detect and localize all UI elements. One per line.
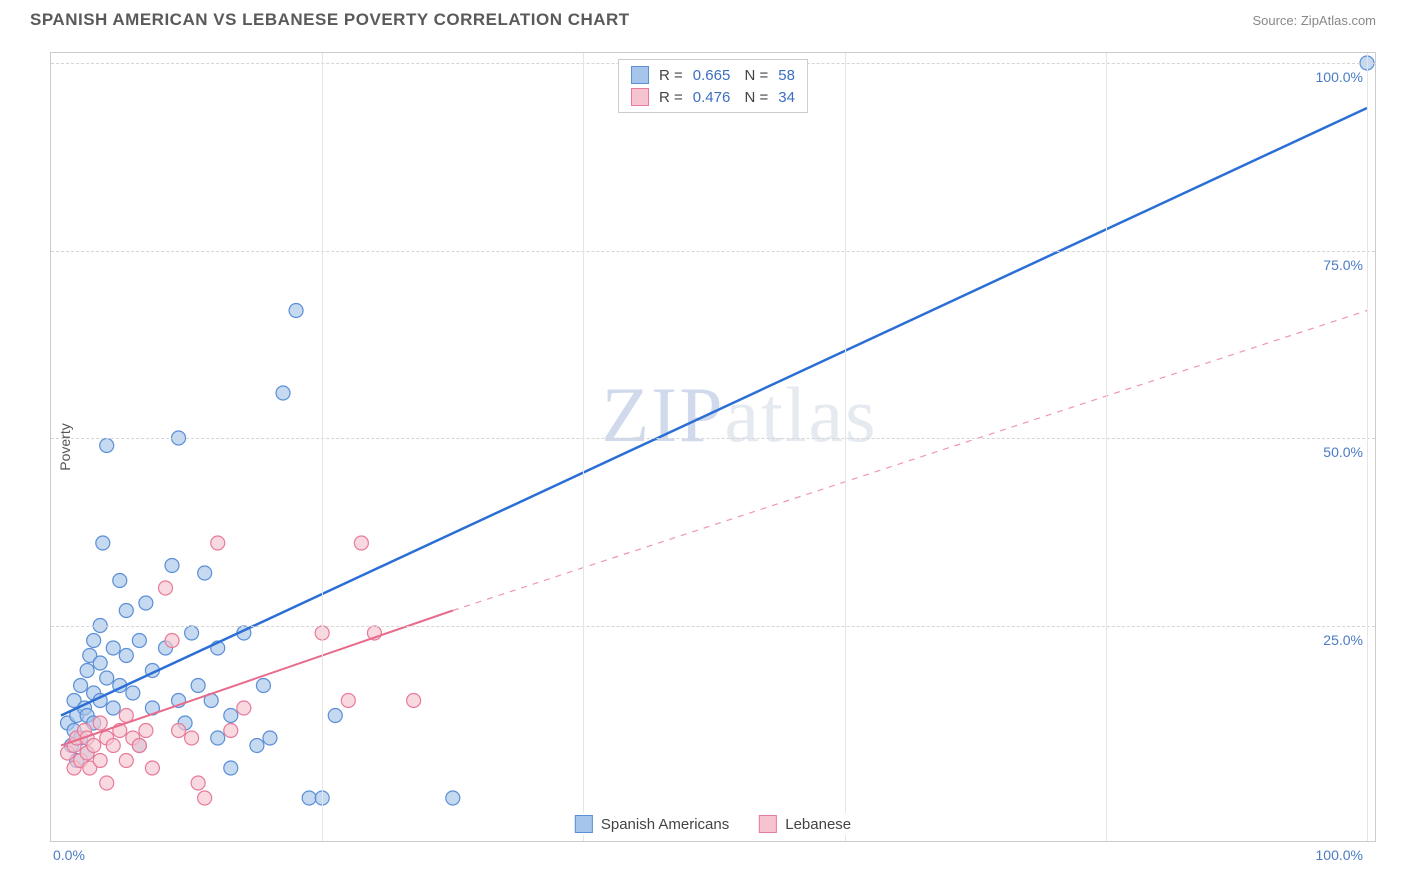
data-point-lebanese — [224, 724, 238, 738]
n-value: 34 — [778, 89, 795, 106]
data-point-spanish — [276, 386, 290, 400]
data-point-lebanese — [172, 724, 186, 738]
data-point-lebanese — [165, 634, 179, 648]
data-point-spanish — [93, 656, 107, 670]
data-point-spanish — [198, 566, 212, 580]
data-point-lebanese — [407, 694, 421, 708]
data-point-spanish — [119, 649, 133, 663]
r-value: 0.476 — [693, 89, 731, 106]
legend-item-lebanese: Lebanese — [759, 815, 851, 833]
data-point-lebanese — [93, 754, 107, 768]
data-point-spanish — [80, 664, 94, 678]
data-point-lebanese — [139, 724, 153, 738]
gridline-h — [51, 251, 1375, 252]
data-point-spanish — [106, 701, 120, 715]
chart-title: SPANISH AMERICAN VS LEBANESE POVERTY COR… — [30, 10, 630, 30]
x-tick-label: 100.0% — [1316, 847, 1363, 863]
data-point-spanish — [113, 574, 127, 588]
data-point-spanish — [224, 709, 238, 723]
data-point-lebanese — [198, 791, 212, 805]
y-tick-label: 75.0% — [1323, 257, 1363, 273]
data-point-lebanese — [106, 739, 120, 753]
data-point-spanish — [139, 596, 153, 610]
data-point-spanish — [263, 731, 277, 745]
stats-row-spanish: R = 0.665 N = 58 — [631, 64, 795, 86]
stats-row-lebanese: R = 0.476 N = 34 — [631, 86, 795, 108]
data-point-lebanese — [100, 776, 114, 790]
swatch-lebanese — [631, 88, 649, 106]
data-point-spanish — [302, 791, 316, 805]
gridline-v — [1367, 53, 1368, 841]
data-point-spanish — [446, 791, 460, 805]
data-point-spanish — [191, 679, 205, 693]
data-point-lebanese — [93, 716, 107, 730]
data-point-lebanese — [145, 761, 159, 775]
data-point-spanish — [185, 626, 199, 640]
gridline-v — [1106, 53, 1107, 841]
data-point-lebanese — [185, 731, 199, 745]
data-point-spanish — [211, 731, 225, 745]
gridline-h — [51, 626, 1375, 627]
data-point-lebanese — [119, 754, 133, 768]
y-tick-label: 25.0% — [1323, 632, 1363, 648]
data-point-lebanese — [191, 776, 205, 790]
chart-source: Source: ZipAtlas.com — [1252, 13, 1376, 28]
plot-svg — [51, 53, 1375, 841]
data-point-spanish — [106, 641, 120, 655]
data-point-spanish — [328, 709, 342, 723]
data-point-spanish — [74, 679, 88, 693]
stats-legend: R = 0.665 N = 58 R = 0.476 N = 34 — [618, 59, 808, 113]
trend-line-dashed-lebanese — [453, 311, 1367, 611]
data-point-spanish — [87, 634, 101, 648]
gridline-v — [583, 53, 584, 841]
swatch-lebanese — [759, 815, 777, 833]
data-point-lebanese — [87, 739, 101, 753]
r-value: 0.665 — [693, 67, 731, 84]
data-point-spanish — [132, 634, 146, 648]
swatch-spanish — [575, 815, 593, 833]
data-point-spanish — [126, 686, 140, 700]
data-point-lebanese — [132, 739, 146, 753]
data-point-spanish — [100, 671, 114, 685]
chart-area: Poverty ZIPatlas R = 0.665 N = 58 R = 0.… — [50, 52, 1376, 842]
gridline-h — [51, 438, 1375, 439]
data-point-lebanese — [211, 536, 225, 550]
data-point-spanish — [224, 761, 238, 775]
legend-label: Spanish Americans — [601, 816, 729, 833]
swatch-spanish — [631, 66, 649, 84]
trend-line-spanish — [61, 108, 1367, 716]
n-value: 58 — [778, 67, 795, 84]
legend-label: Lebanese — [785, 816, 851, 833]
series-legend: Spanish Americans Lebanese — [567, 813, 859, 835]
data-point-spanish — [100, 439, 114, 453]
gridline-v — [322, 53, 323, 841]
y-tick-label: 50.0% — [1323, 444, 1363, 460]
y-tick-label: 100.0% — [1316, 69, 1363, 85]
data-point-spanish — [289, 304, 303, 318]
data-point-spanish — [165, 559, 179, 573]
legend-item-spanish: Spanish Americans — [575, 815, 729, 833]
data-point-spanish — [250, 739, 264, 753]
data-point-lebanese — [341, 694, 355, 708]
data-point-spanish — [96, 536, 110, 550]
gridline-v — [845, 53, 846, 841]
chart-header: SPANISH AMERICAN VS LEBANESE POVERTY COR… — [0, 0, 1406, 36]
data-point-lebanese — [158, 581, 172, 595]
data-point-lebanese — [354, 536, 368, 550]
data-point-lebanese — [237, 701, 251, 715]
data-point-spanish — [119, 604, 133, 618]
x-tick-label: 0.0% — [53, 847, 85, 863]
data-point-spanish — [256, 679, 270, 693]
